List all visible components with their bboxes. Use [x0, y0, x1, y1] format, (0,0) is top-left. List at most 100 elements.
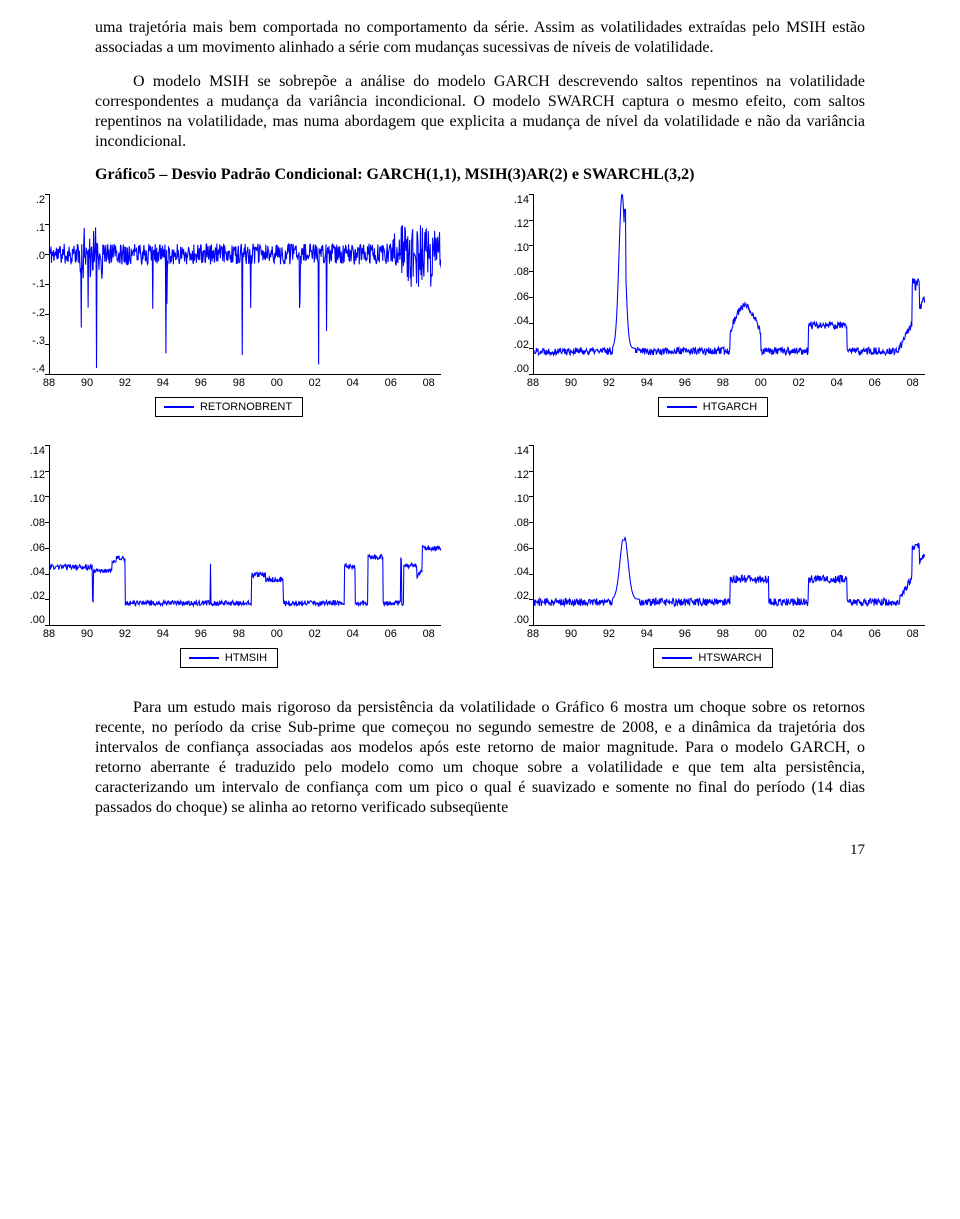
ytick-label: .04	[30, 566, 45, 578]
ytick-label: .14	[30, 445, 45, 457]
ytick-label: .12	[514, 218, 529, 230]
xtick-label: 02	[309, 377, 321, 389]
legend-swatch	[667, 406, 697, 408]
ytick-label: .10	[514, 493, 529, 505]
legend-swatch	[189, 657, 219, 659]
xaxis-retornobrent: 88 90 92 94 96 98 00 02 04 06 08	[49, 377, 441, 389]
xtick-label: 96	[679, 628, 691, 640]
xtick-label: 96	[195, 628, 207, 640]
xtick-label: 88	[43, 377, 55, 389]
ytick-label: .08	[514, 266, 529, 278]
ytick-label: .10	[514, 242, 529, 254]
ytick-label: .04	[514, 566, 529, 578]
xaxis-htswarch: 88 90 92 94 96 98 00 02 04 06 08	[533, 628, 925, 640]
chart-svg	[50, 445, 441, 625]
chart-htswarch: .14 .12 .10 .08 .06 .04 .02 .00 88 90	[501, 445, 925, 668]
legend-htswarch: HTSWARCH	[653, 648, 772, 668]
legend-swatch	[662, 657, 692, 659]
ytick-label: .1	[36, 222, 45, 234]
xaxis-htmsih: 88 90 92 94 96 98 00 02 04 06 08	[49, 628, 441, 640]
chart-htmsih: .14 .12 .10 .08 .06 .04 .02 .00 88 90	[17, 445, 441, 668]
xtick-label: 00	[271, 628, 283, 640]
xtick-label: 94	[157, 628, 169, 640]
ytick-label: .2	[36, 194, 45, 206]
xtick-label: 92	[119, 377, 131, 389]
ytick-label: .08	[514, 517, 529, 529]
paragraph-3: Para um estudo mais rigoroso da persistê…	[95, 698, 865, 818]
xtick-label: 02	[793, 377, 805, 389]
legend-label: HTGARCH	[703, 401, 757, 413]
xtick-label: 08	[907, 377, 919, 389]
xtick-label: 90	[81, 377, 93, 389]
xtick-label: 98	[717, 377, 729, 389]
ytick-label: .02	[30, 590, 45, 602]
legend-label: HTSWARCH	[698, 652, 761, 664]
ytick-label: .00	[514, 614, 529, 626]
ytick-label: .02	[514, 339, 529, 351]
ytick-label: .08	[30, 517, 45, 529]
ytick-label: .02	[514, 590, 529, 602]
page-number: 17	[95, 842, 865, 859]
ytick-label: .10	[30, 493, 45, 505]
ytick-label: .00	[514, 363, 529, 375]
xtick-label: 92	[603, 377, 615, 389]
xtick-label: 96	[195, 377, 207, 389]
xtick-label: 00	[755, 628, 767, 640]
plot-area-htgarch	[533, 194, 925, 375]
xtick-label: 02	[793, 628, 805, 640]
plot-area-htmsih	[49, 445, 441, 626]
ytick-label: -.1	[32, 278, 45, 290]
ytick-label: .06	[30, 542, 45, 554]
xtick-label: 00	[755, 377, 767, 389]
ytick-label: .12	[514, 469, 529, 481]
xtick-label: 88	[527, 377, 539, 389]
legend-retornobrent: RETORNOBRENT	[155, 397, 303, 417]
paragraph-2-text: O modelo MSIH se sobrepõe a análise do m…	[95, 73, 865, 150]
ytick-label: .14	[514, 445, 529, 457]
xtick-label: 90	[565, 377, 577, 389]
xtick-label: 06	[869, 628, 881, 640]
ytick-label: .06	[514, 291, 529, 303]
chart-svg	[50, 194, 441, 374]
xtick-label: 98	[717, 628, 729, 640]
ytick-label: .00	[30, 614, 45, 626]
legend-swatch	[164, 406, 194, 408]
xtick-label: 06	[385, 628, 397, 640]
ytick-label: -.3	[32, 335, 45, 347]
ytick-label: .04	[514, 315, 529, 327]
xtick-label: 96	[679, 377, 691, 389]
page: uma trajetória mais bem comportada no co…	[0, 0, 960, 879]
paragraph-3-text: Para um estudo mais rigoroso da persistê…	[95, 699, 865, 816]
ytick-label: .14	[514, 194, 529, 206]
plot-area-htswarch	[533, 445, 925, 626]
xtick-label: 88	[43, 628, 55, 640]
ytick-label: .12	[30, 469, 45, 481]
xtick-label: 08	[423, 628, 435, 640]
chart-group-title: Gráfico5 – Desvio Padrão Condicional: GA…	[95, 166, 865, 184]
xtick-label: 06	[869, 377, 881, 389]
paragraph-2: O modelo MSIH se sobrepõe a análise do m…	[95, 72, 865, 152]
xtick-label: 98	[233, 628, 245, 640]
chart-retornobrent: .2 .1 .0 -.1 -.2 -.3 -.4 88 90 92	[17, 194, 441, 417]
legend-label: HTMSIH	[225, 652, 267, 664]
xtick-label: 02	[309, 628, 321, 640]
chart-svg	[534, 194, 925, 374]
ytick-label: -.4	[32, 363, 45, 375]
xtick-label: 98	[233, 377, 245, 389]
xtick-label: 04	[347, 377, 359, 389]
plot-area-retornobrent	[49, 194, 441, 375]
ytick-label: .0	[36, 250, 45, 262]
xtick-label: 04	[831, 377, 843, 389]
paragraph-1: uma trajetória mais bem comportada no co…	[95, 18, 865, 58]
xtick-label: 04	[831, 628, 843, 640]
xtick-label: 94	[641, 377, 653, 389]
xtick-label: 92	[119, 628, 131, 640]
legend-htgarch: HTGARCH	[658, 397, 768, 417]
xtick-label: 88	[527, 628, 539, 640]
xtick-label: 94	[157, 377, 169, 389]
xtick-label: 00	[271, 377, 283, 389]
xaxis-htgarch: 88 90 92 94 96 98 00 02 04 06 08	[533, 377, 925, 389]
ytick-label: .06	[514, 542, 529, 554]
chart-svg	[534, 445, 925, 625]
legend-htmsih: HTMSIH	[180, 648, 278, 668]
